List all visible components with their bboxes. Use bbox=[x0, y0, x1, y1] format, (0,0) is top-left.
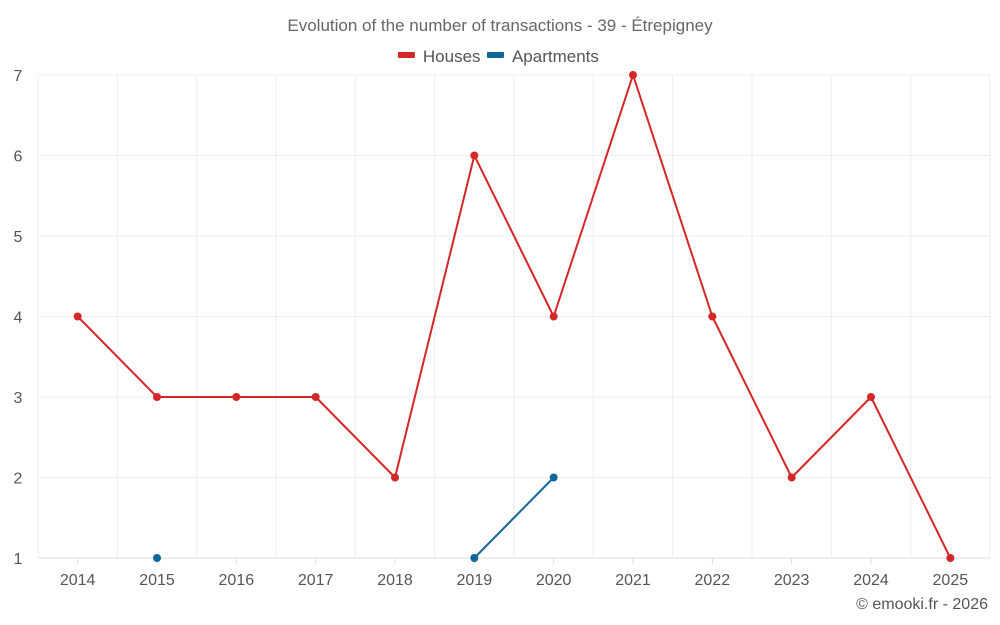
x-axis-ticks: 2014 2015 2016 2017 2018 2019 2020 2021 2022 2023… bbox=[60, 558, 968, 589]
x-tick-label: 2018 bbox=[377, 572, 413, 589]
data-point-houses-2022 bbox=[708, 312, 717, 321]
data-point-houses-2025 bbox=[946, 554, 955, 562]
y-tick-label: 2 bbox=[14, 471, 23, 488]
series-houses bbox=[73, 71, 955, 562]
y-tick-label: 6 bbox=[14, 149, 23, 166]
x-tick-label: 2015 bbox=[139, 572, 175, 589]
data-point-houses-2019 bbox=[470, 151, 479, 160]
data-point-houses-2021 bbox=[629, 71, 637, 79]
legend-label-apartments: Apartments bbox=[512, 47, 599, 66]
x-tick-label: 2016 bbox=[219, 572, 255, 589]
x-tick-label: 2021 bbox=[615, 572, 651, 589]
data-point-houses-2014 bbox=[73, 312, 82, 321]
series-apartments bbox=[153, 473, 558, 562]
chart-title: Evolution of the number of transactions … bbox=[287, 16, 713, 35]
legend-item-houses: Houses bbox=[397, 47, 481, 66]
data-point-houses-2018 bbox=[391, 473, 399, 482]
x-tick-label: 2024 bbox=[853, 572, 889, 589]
x-tick-label: 2017 bbox=[298, 572, 334, 589]
data-point-houses-2020 bbox=[549, 312, 558, 321]
credit-text: © emooki.fr - 2026 bbox=[856, 596, 988, 613]
series-line-houses bbox=[76, 74, 952, 559]
y-tick-label: 7 bbox=[14, 68, 23, 85]
data-point-apartments-2020 bbox=[549, 473, 558, 482]
data-point-houses-2017 bbox=[311, 393, 320, 401]
x-tick-label: 2023 bbox=[774, 572, 810, 589]
legend-item-apartments: Apartments bbox=[486, 47, 599, 66]
y-tick-label: 4 bbox=[14, 310, 23, 327]
y-axis-ticks: 1 2 3 4 5 6 7 bbox=[14, 68, 23, 568]
legend-swatch-apartments bbox=[486, 52, 504, 58]
x-tick-label: 2020 bbox=[536, 572, 572, 589]
data-point-houses-2016 bbox=[232, 393, 241, 401]
data-point-houses-2015 bbox=[153, 393, 161, 401]
x-tick-label: 2019 bbox=[457, 572, 493, 589]
x-tick-label: 2014 bbox=[60, 572, 96, 589]
y-tick-label: 1 bbox=[14, 551, 23, 568]
x-tick-label: 2025 bbox=[933, 572, 969, 589]
y-tick-label: 3 bbox=[14, 390, 23, 407]
series-line-apartments bbox=[473, 476, 555, 559]
series-layer bbox=[73, 71, 955, 562]
gridlines bbox=[37, 74, 991, 559]
x-tick-label: 2022 bbox=[695, 572, 731, 589]
y-tick-label: 5 bbox=[14, 229, 23, 246]
legend: Houses Apartments bbox=[397, 47, 599, 66]
data-point-apartments-2015 bbox=[153, 554, 161, 562]
legend-swatch-houses bbox=[397, 52, 415, 58]
data-point-houses-2024 bbox=[867, 393, 875, 401]
data-point-apartments-2019 bbox=[470, 554, 479, 562]
data-point-houses-2023 bbox=[787, 473, 796, 482]
legend-label-houses: Houses bbox=[423, 47, 481, 66]
